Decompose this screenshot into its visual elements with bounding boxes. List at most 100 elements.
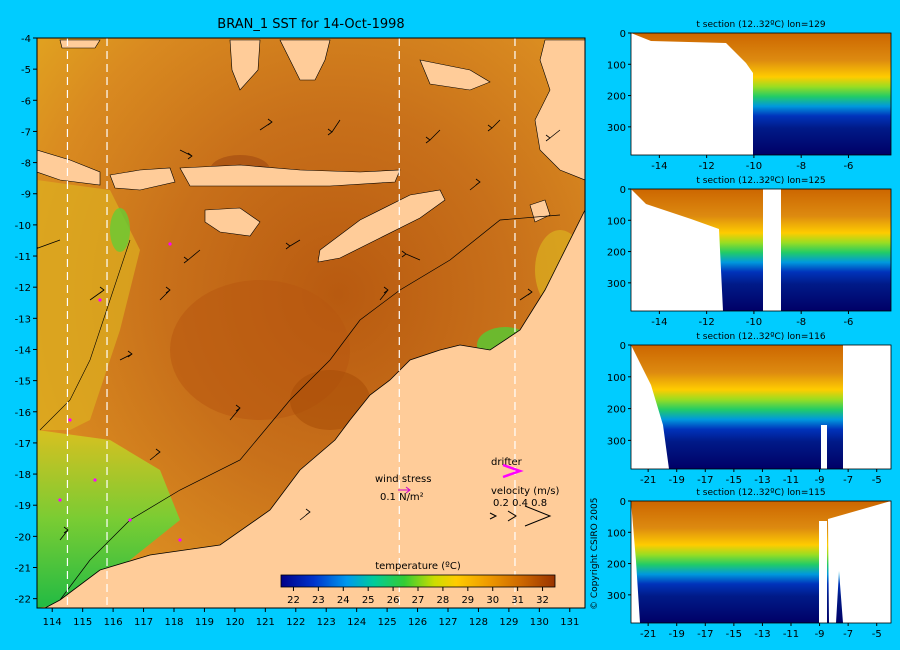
section-panel-1: t section (12..32ºC) lon=129 0 100 200 300 -1… <box>607 20 892 172</box>
section-x-tick-label: -11 <box>783 629 799 640</box>
section-x-tick-label: -21 <box>640 629 656 640</box>
section-title: t section (12..32ºC) lon=116 <box>696 332 825 342</box>
section-x-tick-label: -10 <box>746 161 762 172</box>
map-y-tick-label: -17 <box>15 439 31 450</box>
colorbar: temperature (ºC) 22 23 24 25 26 27 28 29 30 31 32 <box>280 561 556 606</box>
section-x-tick-label: -7 <box>843 629 853 640</box>
colorbar-tick-label: 32 <box>536 595 549 606</box>
section-y-tick-label: 300 <box>607 279 626 290</box>
sst-map <box>37 38 585 608</box>
map-y-tick-label: -7 <box>21 127 31 138</box>
wind-arrow <box>469 178 481 191</box>
map-y-tick-label: -10 <box>15 221 31 232</box>
colorbar-tick-label: 25 <box>362 595 375 606</box>
section-y-tick-label: 300 <box>607 591 626 602</box>
map-y-tick-label: -19 <box>15 501 31 512</box>
colorbar-tick-label: 28 <box>437 595 450 606</box>
wind-arrow <box>285 239 301 250</box>
wind-stress-scale: 0.1 N/m² <box>380 492 424 503</box>
wind-stress-arrows <box>37 118 561 541</box>
map-y-tick-label: -18 <box>15 470 31 481</box>
colorbar-tick-label: 31 <box>511 595 524 606</box>
section-x-tick-label: -14 <box>651 317 667 328</box>
section-no-data <box>631 33 753 155</box>
wind-arrow <box>59 526 69 541</box>
map-y-tick-label: -22 <box>15 595 31 606</box>
section-frame <box>630 188 892 312</box>
wind-arrow <box>119 350 133 361</box>
wind-arrow <box>519 288 533 301</box>
wind-arrow <box>299 508 311 521</box>
map-y-tick-label: -5 <box>21 65 31 76</box>
map-y-tick-label: -13 <box>15 314 31 325</box>
section-x-tick-label: -5 <box>872 629 882 640</box>
section-frame <box>630 32 892 156</box>
wind-arrow <box>229 404 241 421</box>
map-x-tick-label: 124 <box>347 617 366 628</box>
colorbar-tick-label: 27 <box>412 595 425 606</box>
section-no-data <box>631 345 891 469</box>
colorbar-tick-label: 30 <box>486 595 499 606</box>
drifter-label: drifter <box>491 457 523 468</box>
map-x-axis: 114 115 116 117 118 119 120 121 122 123 124 125 126 1… <box>43 608 579 628</box>
cool-southwest-region <box>37 430 180 608</box>
drifter-marker <box>178 538 182 542</box>
section-x-tick-label: -14 <box>651 161 667 172</box>
copyright-text: © Copyright CSIRO 2005 <box>590 498 600 610</box>
section-y-tick-label: 0 <box>620 185 626 196</box>
drifter-markers <box>58 242 182 542</box>
section-x-tick-label: -10 <box>746 317 762 328</box>
section-y-tick-label: 200 <box>607 248 626 259</box>
timor-island <box>317 189 446 263</box>
drifter-marker <box>93 478 97 482</box>
section-x-tick-label: -19 <box>669 475 685 486</box>
wind-arrow <box>259 118 273 131</box>
map-x-tick-label: 119 <box>195 617 214 628</box>
map-y-tick-label: -21 <box>15 564 31 575</box>
drifter-marker <box>58 498 62 502</box>
wind-arrow <box>379 286 389 301</box>
section-y-tick-label: 100 <box>607 373 626 384</box>
section-x-tick-label: -6 <box>843 317 853 328</box>
section-x-tick-label: -12 <box>698 161 714 172</box>
colorbar-tick-label: 26 <box>387 595 400 606</box>
section-title: t section (12..32ºC) lon=129 <box>696 20 825 30</box>
map-x-tick-label: 131 <box>560 617 579 628</box>
section-x-tick-label: -15 <box>726 475 742 486</box>
section-x-tick-label: -17 <box>697 475 713 486</box>
section-x-tick-label: -15 <box>726 629 742 640</box>
wind-arrow <box>401 250 421 261</box>
section-x-tick-label: -19 <box>669 629 685 640</box>
wind-arrow <box>183 249 201 264</box>
wind-arrow <box>545 129 561 142</box>
warm-patch <box>290 370 370 430</box>
bathymetry-contour <box>59 214 561 601</box>
section-y-tick-label: 200 <box>607 405 626 416</box>
map-x-tick-label: 118 <box>164 617 183 628</box>
section-x-tick-label: -9 <box>815 475 825 486</box>
section-y-tick-label: 100 <box>607 528 626 539</box>
colorbar-ticks: 22 23 24 25 26 27 28 29 30 31 32 <box>287 587 549 606</box>
wind-arrow <box>89 286 105 301</box>
section-x-tick-label: -13 <box>754 629 770 640</box>
map-x-tick-label: 127 <box>438 617 457 628</box>
map-title: BRAN_1 SST for 14-Oct-1998 <box>217 17 404 32</box>
section-x-tick-label: -21 <box>640 475 656 486</box>
wind-arrow <box>179 149 193 160</box>
section-y-tick-label: 100 <box>607 60 626 71</box>
sumbawa-flores-islands <box>179 164 401 187</box>
section-x-tick-label: -5 <box>872 475 882 486</box>
section-y-tick-label: 0 <box>620 497 626 508</box>
map-x-tick-label: 123 <box>317 617 336 628</box>
north-island-small <box>229 39 261 91</box>
wind-arrow <box>327 119 341 136</box>
wind-arrow <box>425 129 441 144</box>
colorbar-tick-label: 22 <box>287 595 300 606</box>
wind-scale-arrow <box>398 486 411 494</box>
section-x-tick-label: -6 <box>843 161 853 172</box>
map-y-tick-label: -12 <box>15 283 31 294</box>
map-x-tick-label: 115 <box>73 617 92 628</box>
wind-stress-label: wind stress <box>375 474 431 485</box>
